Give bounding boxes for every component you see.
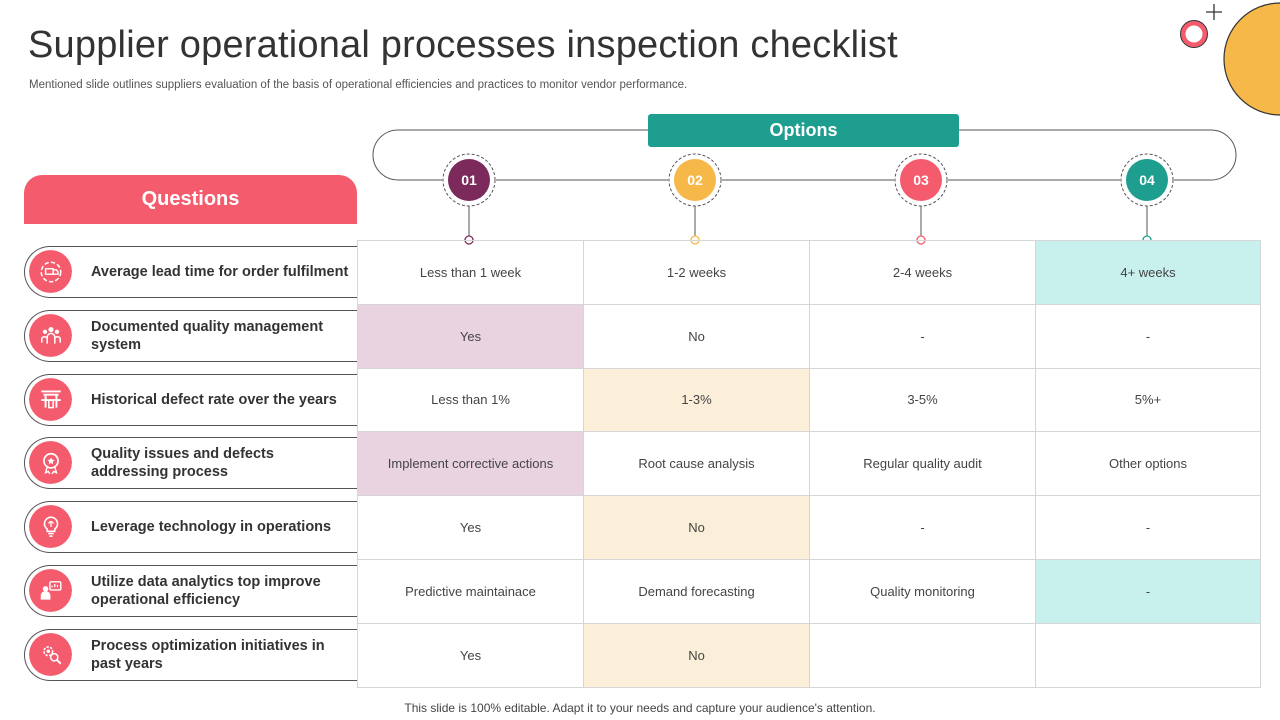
option-number-3: 03 — [913, 172, 929, 188]
table-cell: Quality monitoring — [809, 559, 1036, 624]
gate-icon — [29, 377, 72, 421]
page-title: Supplier operational processes inspectio… — [28, 24, 898, 66]
question-row: Historical defect rate over the years — [24, 373, 358, 426]
question-label: Historical defect rate over the years — [91, 391, 337, 408]
question-label: Leverage technology in operations — [91, 519, 332, 536]
question-label: Average lead time for order fulfilment — [91, 264, 349, 280]
gear-search-icon — [29, 632, 72, 676]
table-cell: 2-4 weeks — [809, 240, 1036, 305]
question-row: Documented quality management system — [24, 309, 358, 362]
table-cell: No — [583, 495, 810, 560]
table-cell: Demand forecasting — [583, 559, 810, 624]
team-icon — [29, 313, 72, 357]
table-cell: Root cause analysis — [583, 431, 810, 497]
decor-yellow-circle — [1223, 2, 1280, 116]
table-cell — [1035, 622, 1261, 688]
table-cell: Yes — [357, 303, 584, 369]
option-marker-2: 02 — [668, 153, 722, 245]
table-cell: Less than 1 week — [357, 240, 584, 305]
table-cell: - — [1035, 303, 1261, 369]
table-cell: 1-3% — [583, 367, 810, 433]
option-marker-4: 04 — [1120, 153, 1174, 245]
table-cell: - — [809, 495, 1036, 560]
question-row: Average lead time for order fulfilment — [24, 246, 358, 298]
question-row: Quality issues and defects addressing pr… — [24, 437, 358, 490]
award-badge-icon — [29, 441, 72, 485]
table-cell: Less than 1% — [357, 367, 584, 433]
question-row: Utilize data analytics top improve opera… — [24, 565, 358, 617]
table-cell: Yes — [357, 495, 584, 560]
table-cell: - — [1035, 495, 1261, 560]
option-marker-3: 03 — [894, 153, 948, 245]
table-cell: Other options — [1035, 431, 1261, 497]
option-number-2: 02 — [687, 172, 703, 188]
question-label: Quality issues and defects addressing pr… — [91, 446, 274, 481]
option-number-1: 01 — [461, 172, 477, 188]
table-cell: Regular quality audit — [809, 431, 1036, 497]
table-cell: Predictive maintainace — [357, 559, 584, 624]
table-cell: No — [583, 622, 810, 688]
table-cell: 5%+ — [1035, 367, 1261, 433]
questions-header: Questions — [24, 175, 357, 224]
option-number-4: 04 — [1139, 172, 1155, 188]
table-cell: Yes — [357, 622, 584, 688]
table-cell: - — [1035, 559, 1261, 624]
table-cell: - — [809, 303, 1036, 369]
table-cell: No — [583, 303, 810, 369]
option-marker-1: 01 — [442, 153, 496, 245]
decor-ring — [1180, 20, 1208, 48]
page-subtitle: Mentioned slide outlines suppliers evalu… — [29, 79, 688, 91]
table-cell: 1-2 weeks — [583, 240, 810, 305]
question-label: Documented quality management system — [91, 318, 324, 353]
question-label: Process optimization initiatives in past… — [91, 637, 325, 672]
table-cell: Implement corrective actions — [357, 431, 584, 497]
decor-shapes — [1180, 2, 1280, 116]
options-header: Options — [648, 114, 959, 147]
table-cell: 3-5% — [809, 367, 1036, 433]
table-cell: 4+ weeks — [1035, 240, 1261, 305]
decor-plus-icon — [1206, 4, 1222, 20]
question-row: Leverage technology in operations — [24, 501, 358, 554]
question-row: Process optimization initiatives in past… — [24, 628, 358, 681]
analyst-icon — [29, 569, 72, 612]
delivery-truck-icon — [29, 250, 72, 293]
footer-note: This slide is 100% editable. Adapt it to… — [404, 701, 876, 715]
options-connector: 01 02 03 04 — [372, 129, 1237, 245]
brain-bulb-icon — [29, 505, 72, 549]
question-label: Utilize data analytics top improve opera… — [91, 574, 321, 608]
table-cell — [809, 622, 1036, 688]
